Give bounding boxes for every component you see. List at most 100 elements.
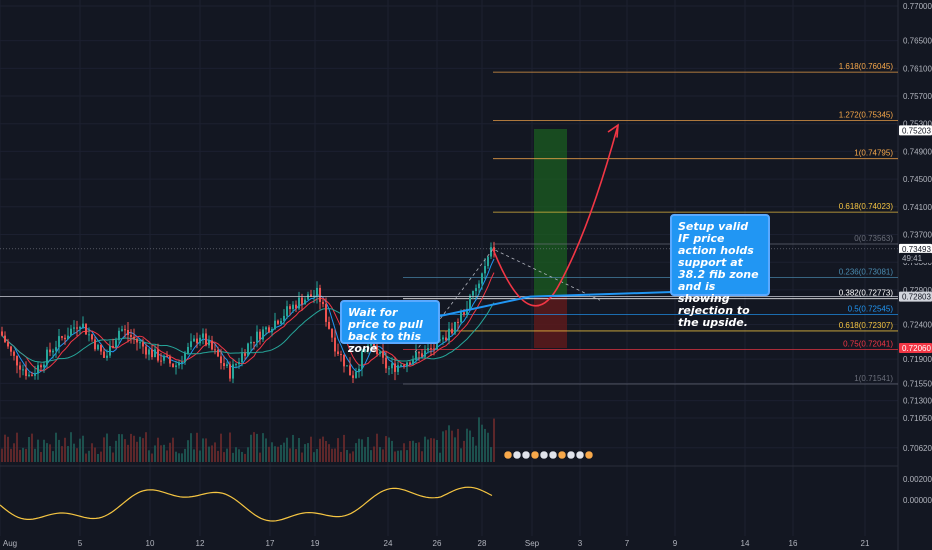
candle-body <box>307 294 309 300</box>
candle-body <box>355 371 357 378</box>
candle-body <box>25 369 27 376</box>
svg-text:49:41: 49:41 <box>902 254 923 263</box>
candle-body <box>220 356 222 364</box>
event-marker <box>575 450 585 460</box>
candle-body <box>451 328 453 334</box>
volume-bar <box>451 430 453 462</box>
volume-bar <box>70 432 72 462</box>
price-axis-label: 0.72060 <box>899 343 932 354</box>
volume-bar <box>199 450 201 462</box>
candle-body <box>205 333 207 346</box>
volume-bar <box>64 437 66 462</box>
candle-body <box>145 346 147 355</box>
candle-body <box>493 247 495 252</box>
candle-body <box>229 364 231 379</box>
volume-bar <box>454 437 456 462</box>
candle-body <box>151 349 153 358</box>
volume-bar <box>19 449 21 462</box>
candle-body <box>214 349 216 351</box>
svg-text:0.72803: 0.72803 <box>902 293 931 302</box>
price-tick-label: 0.73700 <box>903 231 932 240</box>
svg-text:0.72060: 0.72060 <box>902 344 931 353</box>
time-tick-label: 19 <box>311 539 320 548</box>
price-tick-label: 0.76100 <box>903 64 932 73</box>
candle-body <box>61 336 63 338</box>
volume-bar <box>352 451 354 462</box>
candle-body <box>85 323 87 335</box>
volume-bar <box>430 438 432 462</box>
volume-bar <box>1 448 3 462</box>
candle-body <box>415 352 417 360</box>
event-marker <box>566 450 576 460</box>
candle-body <box>325 304 327 322</box>
candle-body <box>334 337 336 352</box>
candle-body <box>109 346 111 356</box>
volume-bar <box>424 436 426 462</box>
event-markers[interactable] <box>503 450 594 460</box>
candle-body <box>16 355 18 366</box>
volume-bar <box>91 443 93 462</box>
volume-bar <box>259 452 261 462</box>
volume-bar <box>175 451 177 462</box>
volume-bar <box>322 436 324 462</box>
price-axis[interactable]: 0.77000 0.76500 0.76100 0.75700 0.75300 0.749… <box>899 2 932 505</box>
callout-pullback-note[interactable]: Wait for price to pull back to this zone <box>340 300 440 355</box>
volume-bar <box>463 440 465 462</box>
volume-bar <box>472 436 474 462</box>
volume-bar <box>145 432 147 462</box>
volume-bar <box>22 447 24 462</box>
volume-bar <box>205 438 207 462</box>
volume-bar <box>7 436 9 462</box>
time-axis[interactable]: Aug 5 10 12 17 19 24 26 28 Sep 3 7 9 14 16 21 <box>3 539 870 548</box>
candle-body <box>427 348 429 351</box>
fib-label: 1.272(0.75345) <box>839 111 894 120</box>
oscillator-tick-label: 0.00000 <box>903 496 932 505</box>
candle-body <box>160 360 162 362</box>
volume-bar <box>241 451 243 462</box>
candle-body <box>4 335 6 343</box>
candle-body <box>169 356 171 364</box>
volume-bar <box>58 439 60 462</box>
volume-bar <box>277 446 279 462</box>
volume-bar <box>376 433 378 462</box>
volume-bar <box>301 452 303 462</box>
volume-bars <box>1 417 495 462</box>
candle-body <box>247 343 249 356</box>
volume-bar <box>94 447 96 462</box>
candle-body <box>139 342 141 344</box>
candle-body <box>181 361 183 363</box>
candle-body <box>76 327 78 329</box>
candle-body <box>394 363 396 372</box>
candle-body <box>43 364 45 368</box>
event-marker <box>512 450 522 460</box>
candle-body <box>460 312 462 323</box>
volume-bar <box>460 448 462 462</box>
volume-bar <box>157 437 159 462</box>
price-tick-label: 0.74100 <box>903 203 932 212</box>
candle-body <box>193 338 195 342</box>
volume-bar <box>466 428 468 462</box>
volume-bar <box>436 439 438 462</box>
candle-body <box>376 345 378 354</box>
volume-bar <box>160 445 162 462</box>
volume-bar <box>487 432 489 462</box>
event-marker <box>548 450 558 460</box>
candle-body <box>1 331 3 336</box>
volume-bar <box>232 452 234 462</box>
candle-body <box>163 355 165 361</box>
candle-body <box>130 334 132 337</box>
volume-bar <box>37 439 39 462</box>
volume-bar <box>316 448 318 462</box>
oscillator-line <box>0 486 493 522</box>
dashed-projection <box>414 248 601 353</box>
volume-bar <box>397 450 399 462</box>
candle-body <box>310 294 312 297</box>
volume-bar <box>439 452 441 462</box>
candle-body <box>115 340 117 348</box>
callout-setup-note[interactable]: Setup valid IF price action holds suppor… <box>670 214 770 329</box>
volume-bar <box>406 450 408 462</box>
candle-body <box>241 353 243 363</box>
volume-bar <box>151 453 153 462</box>
candle-body <box>385 357 387 369</box>
